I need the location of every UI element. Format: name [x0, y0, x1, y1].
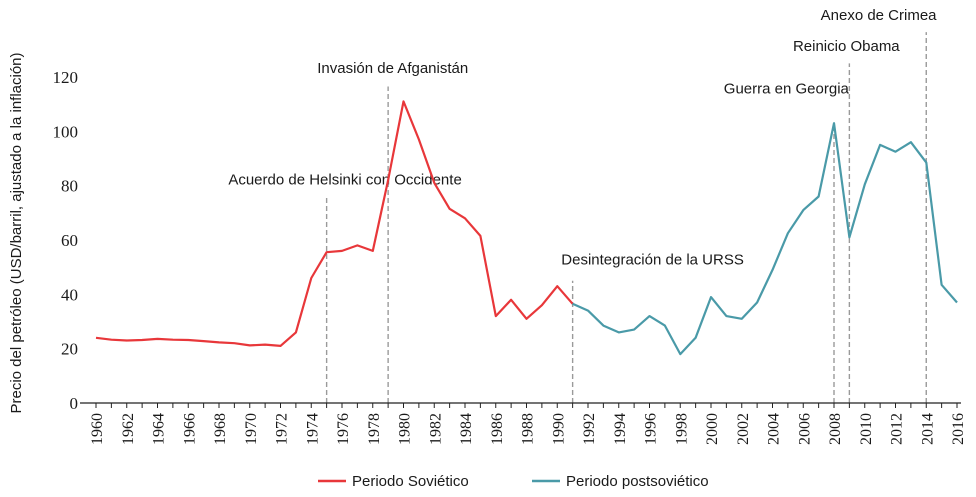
- x-tick-label: 1998: [673, 413, 690, 445]
- x-tick-label: 2004: [766, 413, 783, 445]
- x-tick-label: 1992: [581, 413, 598, 445]
- annotation-label: Desintegración de la URSS: [561, 251, 744, 268]
- y-tick-label: 20: [61, 340, 78, 359]
- y-tick-label: 120: [53, 68, 79, 87]
- y-tick-label: 40: [61, 285, 78, 304]
- x-tick-label: 2014: [919, 413, 936, 445]
- x-tick-label: 2006: [796, 413, 813, 445]
- x-tick-label: 1990: [550, 413, 567, 445]
- annotation-label: Reinicio Obama: [793, 38, 900, 55]
- x-tick-label: 2000: [704, 413, 721, 445]
- x-tick-label: 1984: [458, 413, 475, 445]
- axes: 0 20 40 60 80 100 120 1960 1962 1964 1966 1968 1970 1…: [53, 68, 968, 445]
- annotation-label: Invasión de Afganistán: [317, 60, 468, 77]
- annotations: Acuerdo de Helsinki con Occidente Invasió…: [228, 7, 937, 403]
- annotation-label: Anexo de Crimea: [821, 7, 938, 24]
- y-axis-label: Precio del petróleo (USD/barril, ajustad…: [8, 52, 25, 413]
- x-tick-label: 1970: [243, 413, 260, 445]
- x-tick-label: 1996: [643, 413, 660, 445]
- x-tick-label: 2016: [950, 413, 967, 445]
- x-tick-label: 1994: [612, 413, 629, 445]
- x-tick-label: 1976: [335, 413, 352, 445]
- x-tick-label: 2002: [735, 413, 752, 445]
- x-tick-label: 1986: [489, 413, 506, 445]
- x-tick-label: 1966: [181, 413, 198, 445]
- legend-label: Periodo Soviético: [352, 473, 469, 490]
- annotation-label: Guerra en Georgia: [724, 80, 850, 97]
- x-tick-label: 1988: [520, 413, 537, 445]
- y-tick-label: 80: [61, 177, 78, 196]
- y-tick-label: 60: [61, 231, 78, 250]
- x-tick-label: 1960: [89, 413, 106, 445]
- x-tick-label: 1968: [212, 413, 229, 445]
- series-line: [573, 123, 957, 354]
- x-tick-label: 2010: [858, 413, 875, 445]
- y-tick-label: 100: [53, 122, 79, 141]
- legend: Periodo Soviético Periodo postsoviético: [318, 473, 709, 490]
- x-tick-label: 1962: [120, 413, 137, 445]
- x-tick-label: 1974: [304, 413, 321, 445]
- x-tick-label: 1964: [151, 413, 168, 445]
- x-tick-label: 1980: [397, 413, 414, 445]
- annotation-label: Acuerdo de Helsinki con Occidente: [228, 171, 461, 188]
- x-tick-label: 1972: [274, 413, 291, 445]
- x-tick-label: 2008: [827, 413, 844, 445]
- x-tick-label: 1978: [366, 413, 383, 445]
- series-line: [96, 101, 573, 346]
- x-tick-label: 2012: [889, 413, 906, 445]
- legend-label: Periodo postsoviético: [566, 473, 709, 490]
- series-lines: [96, 101, 957, 354]
- x-tick-label: 1982: [427, 413, 444, 445]
- y-tick-label: 0: [70, 394, 79, 413]
